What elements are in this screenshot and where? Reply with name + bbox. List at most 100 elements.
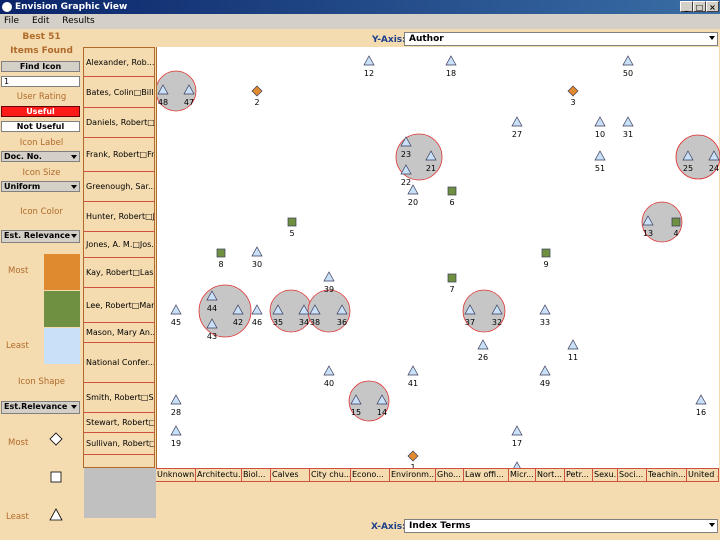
index-term-cell[interactable]: Unknown xyxy=(157,469,196,481)
author-row[interactable]: Kay, Robert□Las. xyxy=(84,258,154,288)
document-icon[interactable]: 8 xyxy=(216,248,226,269)
square-icon[interactable] xyxy=(216,248,226,258)
square-icon[interactable] xyxy=(447,273,457,283)
document-icon[interactable]: 13 xyxy=(642,215,654,238)
index-term-cell[interactable]: Sexu... xyxy=(594,469,618,481)
index-term-cell[interactable]: Micr... xyxy=(509,469,536,481)
document-icon[interactable]: 15 xyxy=(350,394,362,417)
document-icon[interactable]: 21 xyxy=(425,150,437,173)
document-icon[interactable]: 41 xyxy=(407,365,419,388)
author-row[interactable]: Greenough, Sar... xyxy=(84,172,154,202)
document-icon[interactable]: 51 xyxy=(594,150,606,173)
minimize-button[interactable]: _ xyxy=(680,1,693,12)
author-row[interactable]: Sullivan, Robert□. xyxy=(84,433,154,455)
triangle-icon[interactable] xyxy=(350,394,362,405)
triangle-icon[interactable] xyxy=(400,136,412,147)
triangle-icon[interactable] xyxy=(170,394,182,405)
author-row[interactable]: Frank, Robert□Fr. xyxy=(84,138,154,172)
index-term-cell[interactable]: Nort... xyxy=(536,469,565,481)
triangle-icon[interactable] xyxy=(594,116,606,127)
triangle-icon[interactable] xyxy=(232,304,244,315)
document-icon[interactable]: 9 xyxy=(541,248,551,269)
document-icon[interactable]: 23 xyxy=(400,136,412,159)
document-icon[interactable]: 18 xyxy=(445,55,457,78)
triangle-icon[interactable] xyxy=(170,304,182,315)
triangle-icon[interactable] xyxy=(445,55,457,66)
document-icon[interactable]: 4 xyxy=(671,217,681,238)
document-icon[interactable]: 32 xyxy=(491,304,503,327)
document-icon[interactable]: 42 xyxy=(232,304,244,327)
document-icon[interactable]: 50 xyxy=(622,55,634,78)
triangle-icon[interactable] xyxy=(157,84,169,95)
icon-size-select[interactable]: Uniform xyxy=(1,181,80,192)
triangle-icon[interactable] xyxy=(170,425,182,436)
square-icon[interactable] xyxy=(671,217,681,227)
index-term-cell[interactable]: Architectu... xyxy=(197,469,242,481)
icon-shape-select[interactable]: Est.Relevance xyxy=(1,401,80,414)
square-icon[interactable] xyxy=(447,186,457,196)
triangle-icon[interactable] xyxy=(400,164,412,175)
document-icon[interactable]: 12 xyxy=(363,55,375,78)
diamond-icon[interactable] xyxy=(567,85,579,97)
maximize-button[interactable]: □ xyxy=(693,1,706,12)
triangle-icon[interactable] xyxy=(511,425,523,436)
index-term-cell[interactable]: Gho... xyxy=(436,469,464,481)
author-row[interactable]: Lee, Robert□Mar. xyxy=(84,288,154,323)
author-row[interactable]: Jones, A. M.□Jos. xyxy=(84,232,154,258)
menu-results[interactable]: Results xyxy=(62,16,95,26)
document-icon[interactable]: 2 xyxy=(251,85,263,107)
index-term-cell[interactable]: Environm... xyxy=(391,469,436,481)
triangle-icon[interactable] xyxy=(464,304,476,315)
document-icon[interactable]: 26 xyxy=(477,339,489,362)
triangle-icon[interactable] xyxy=(425,150,437,161)
find-icon-input[interactable]: 1 xyxy=(1,76,80,87)
document-icon[interactable]: 17 xyxy=(511,425,523,448)
index-term-cell[interactable]: Econo... xyxy=(351,469,390,481)
document-icon[interactable]: 11 xyxy=(567,339,579,362)
document-icon[interactable]: 10 xyxy=(594,116,606,139)
triangle-icon[interactable] xyxy=(708,150,720,161)
document-icon[interactable]: 47 xyxy=(183,84,195,107)
author-row[interactable]: Daniels, Robert□. xyxy=(84,108,154,138)
triangle-icon[interactable] xyxy=(206,290,218,301)
square-icon[interactable] xyxy=(541,248,551,258)
document-icon[interactable]: 45 xyxy=(170,304,182,327)
triangle-icon[interactable] xyxy=(251,304,263,315)
index-term-cell[interactable]: Petr... xyxy=(565,469,593,481)
author-row[interactable]: Hunter, Robert□J. xyxy=(84,202,154,232)
author-row[interactable]: Stewart, Robert□. xyxy=(84,413,154,433)
triangle-icon[interactable] xyxy=(539,304,551,315)
close-button[interactable]: × xyxy=(706,1,719,12)
triangle-icon[interactable] xyxy=(622,55,634,66)
document-icon[interactable]: 25 xyxy=(682,150,694,173)
triangle-icon[interactable] xyxy=(407,184,419,195)
triangle-icon[interactable] xyxy=(682,150,694,161)
document-icon[interactable]: 40 xyxy=(323,365,335,388)
document-icon[interactable]: 1 xyxy=(407,450,419,472)
document-icon[interactable]: 31 xyxy=(622,116,634,139)
document-icon[interactable]: 27 xyxy=(511,116,523,139)
not-useful-button[interactable]: Not Useful xyxy=(1,121,80,132)
document-icon[interactable]: 7 xyxy=(447,273,457,294)
triangle-icon[interactable] xyxy=(323,271,335,282)
triangle-icon[interactable] xyxy=(407,365,419,376)
triangle-icon[interactable] xyxy=(183,84,195,95)
index-term-cell[interactable]: United ... xyxy=(687,469,719,481)
index-term-cell[interactable]: Calves xyxy=(271,469,310,481)
document-icon[interactable]: 30 xyxy=(251,246,263,269)
triangle-icon[interactable] xyxy=(206,318,218,329)
document-icon[interactable]: 14 xyxy=(376,394,388,417)
triangle-icon[interactable] xyxy=(491,304,503,315)
author-row[interactable]: Bates, Colin□Billi xyxy=(84,77,154,108)
diamond-icon[interactable] xyxy=(251,85,263,97)
document-icon[interactable]: 46 xyxy=(251,304,263,327)
triangle-icon[interactable] xyxy=(363,55,375,66)
triangle-icon[interactable] xyxy=(695,394,707,405)
menu-edit[interactable]: Edit xyxy=(31,16,50,26)
triangle-icon[interactable] xyxy=(251,246,263,257)
diamond-icon[interactable] xyxy=(407,450,419,462)
triangle-icon[interactable] xyxy=(298,304,310,315)
document-icon[interactable]: 44 xyxy=(206,290,218,313)
triangle-icon[interactable] xyxy=(376,394,388,405)
